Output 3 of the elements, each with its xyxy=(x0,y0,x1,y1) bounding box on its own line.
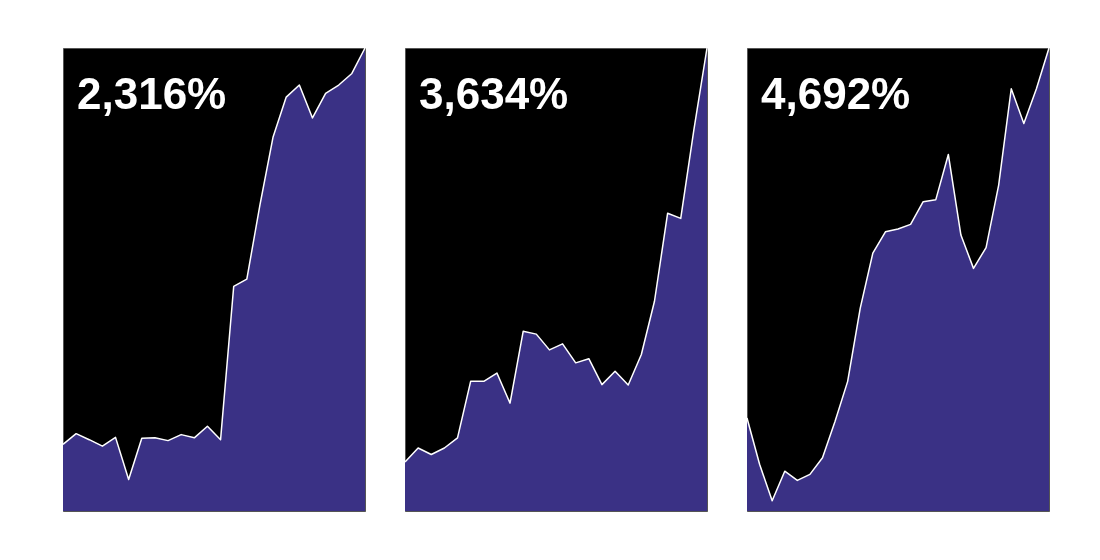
annotation: 3,634% xyxy=(419,69,569,118)
annotation: 4,692% xyxy=(761,69,911,118)
annotation: 2,316% xyxy=(77,69,227,118)
